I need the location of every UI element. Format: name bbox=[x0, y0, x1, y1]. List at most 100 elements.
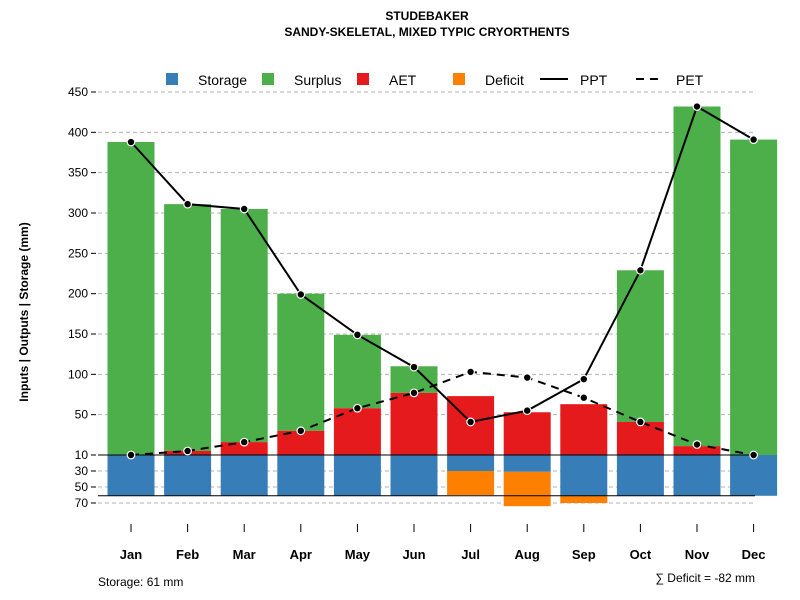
bar-storage-nov bbox=[673, 455, 721, 496]
ytick-label-upper-8: 450 bbox=[68, 85, 88, 99]
bar-surplus-feb bbox=[164, 204, 212, 451]
xtick-label-apr: Apr bbox=[290, 547, 312, 562]
bar-aet-mar bbox=[220, 442, 268, 455]
bar-aet-oct bbox=[616, 421, 664, 455]
ppt-point-nov bbox=[692, 102, 702, 111]
bar-aet-nov bbox=[673, 446, 721, 455]
xtick-label-feb: Feb bbox=[176, 547, 199, 562]
legend-label-aet: AET bbox=[389, 72, 417, 88]
bar-surplus-oct bbox=[616, 270, 664, 422]
pet-point-apr bbox=[296, 426, 306, 436]
legend-label-deficit: Deficit bbox=[485, 72, 524, 88]
xtick-label-aug: Aug bbox=[515, 547, 540, 562]
bar-storage-aug bbox=[503, 455, 551, 472]
ppt-point-aug bbox=[522, 406, 532, 416]
pet-point-jun bbox=[409, 388, 419, 398]
pet-point-jul bbox=[466, 367, 476, 377]
legend-label-pet: PET bbox=[676, 72, 704, 88]
ppt-point-apr bbox=[296, 290, 306, 299]
bar-storage-jan bbox=[107, 455, 155, 496]
ppt-point-jan bbox=[126, 137, 136, 147]
ytick-label-upper-7: 400 bbox=[68, 125, 88, 139]
pet-point-aug bbox=[522, 373, 532, 382]
ytick-label-upper-5: 300 bbox=[68, 206, 88, 220]
bar-storage-feb bbox=[164, 455, 212, 496]
bar-storage-sep bbox=[560, 455, 608, 496]
bar-storage-apr bbox=[277, 455, 325, 496]
xtick-label-mar: Mar bbox=[233, 547, 256, 562]
pet-point-jan bbox=[126, 450, 136, 460]
ppt-point-may bbox=[353, 330, 362, 340]
bar-storage-mar bbox=[220, 455, 268, 496]
ppt-point-mar bbox=[239, 204, 249, 214]
y-axis-label: Inputs | Outputs | Storage (mm) bbox=[17, 222, 31, 401]
bar-storage-jun bbox=[390, 455, 438, 496]
pet-point-mar bbox=[239, 437, 249, 447]
ppt-line bbox=[130, 105, 755, 424]
legend-swatch-deficit bbox=[453, 73, 465, 85]
pet-point-may bbox=[353, 403, 362, 413]
bar-storage-dec bbox=[730, 455, 778, 496]
ytick-label-upper-1: 100 bbox=[68, 367, 88, 381]
ytick-label-upper-0: 50 bbox=[75, 408, 89, 422]
bar-surplus-nov bbox=[673, 106, 721, 447]
deficit-footnote: ∑ Deficit = -82 mm bbox=[655, 571, 755, 585]
bar-surplus-may bbox=[333, 334, 381, 409]
ppt-point-jun bbox=[409, 362, 419, 372]
ppt-point-dec bbox=[749, 135, 758, 144]
bar-surplus-dec bbox=[730, 139, 778, 456]
legend-swatch-surplus bbox=[262, 73, 274, 85]
legend-label-storage: Storage bbox=[198, 72, 247, 88]
bar-aet-aug bbox=[503, 412, 551, 455]
ytick-label-lower-0: 10 bbox=[75, 448, 89, 462]
pet-line bbox=[130, 370, 754, 456]
bar-aet-sep bbox=[560, 404, 608, 455]
chart-subtitle: SANDY-SKELETAL, MIXED TYPIC CRYORTHENTS bbox=[284, 25, 569, 39]
series-lines bbox=[126, 102, 758, 460]
xtick-label-dec: Dec bbox=[742, 547, 766, 562]
bar-storage-jul bbox=[447, 455, 495, 471]
xtick-label-sep: Sep bbox=[572, 547, 596, 562]
ytick-label-upper-3: 200 bbox=[68, 287, 88, 301]
legend: Storage Surplus AET Deficit PPT PET bbox=[166, 72, 704, 88]
chart-title: STUDEBAKER bbox=[385, 9, 469, 23]
bar-surplus-apr bbox=[277, 293, 325, 431]
xtick-label-jun: Jun bbox=[402, 547, 425, 562]
bar-surplus-mar bbox=[220, 208, 268, 443]
xtick-label-jan: Jan bbox=[120, 547, 142, 562]
bar-aet-jun bbox=[390, 392, 438, 455]
xtick-label-oct: Oct bbox=[630, 547, 652, 562]
ytick-label-upper-6: 350 bbox=[68, 166, 88, 180]
pet-point-feb bbox=[183, 446, 193, 456]
bar-storage-oct bbox=[616, 455, 664, 496]
legend-label-ppt: PPT bbox=[580, 72, 608, 88]
bar-storage-may bbox=[333, 455, 381, 496]
storage-footnote: Storage: 61 mm bbox=[98, 575, 183, 589]
ppt-point-sep bbox=[579, 374, 589, 384]
legend-label-surplus: Surplus bbox=[294, 72, 341, 88]
ytick-label-lower-2: 50 bbox=[75, 480, 89, 494]
ytick-label-upper-2: 150 bbox=[68, 327, 88, 341]
xtick-label-jul: Jul bbox=[461, 547, 480, 562]
pet-point-sep bbox=[579, 393, 589, 403]
axes: 50 100 150 200 250 300 350 400 450 10 30 50 70 Jan Feb… bbox=[68, 85, 766, 562]
ppt-point-jul bbox=[466, 417, 476, 427]
xtick-label-may: May bbox=[345, 547, 371, 562]
ppt-point-feb bbox=[183, 199, 193, 209]
bars bbox=[98, 106, 778, 507]
bar-deficit-jul bbox=[447, 471, 495, 495]
legend-swatch-aet bbox=[357, 73, 369, 85]
pet-point-oct bbox=[636, 417, 645, 427]
ytick-label-upper-4: 250 bbox=[68, 246, 88, 260]
ytick-label-lower-1: 30 bbox=[75, 464, 89, 478]
xtick-label-nov: Nov bbox=[685, 547, 710, 562]
bar-surplus-jan bbox=[107, 142, 155, 455]
legend-swatch-storage bbox=[166, 73, 178, 85]
bar-deficit-aug bbox=[503, 471, 551, 507]
bar-deficit-sep bbox=[560, 495, 608, 503]
bar-aet-may bbox=[333, 408, 381, 455]
ytick-label-lower-3: 70 bbox=[75, 496, 89, 510]
pet-point-nov bbox=[692, 440, 702, 449]
ppt-point-oct bbox=[636, 265, 645, 275]
